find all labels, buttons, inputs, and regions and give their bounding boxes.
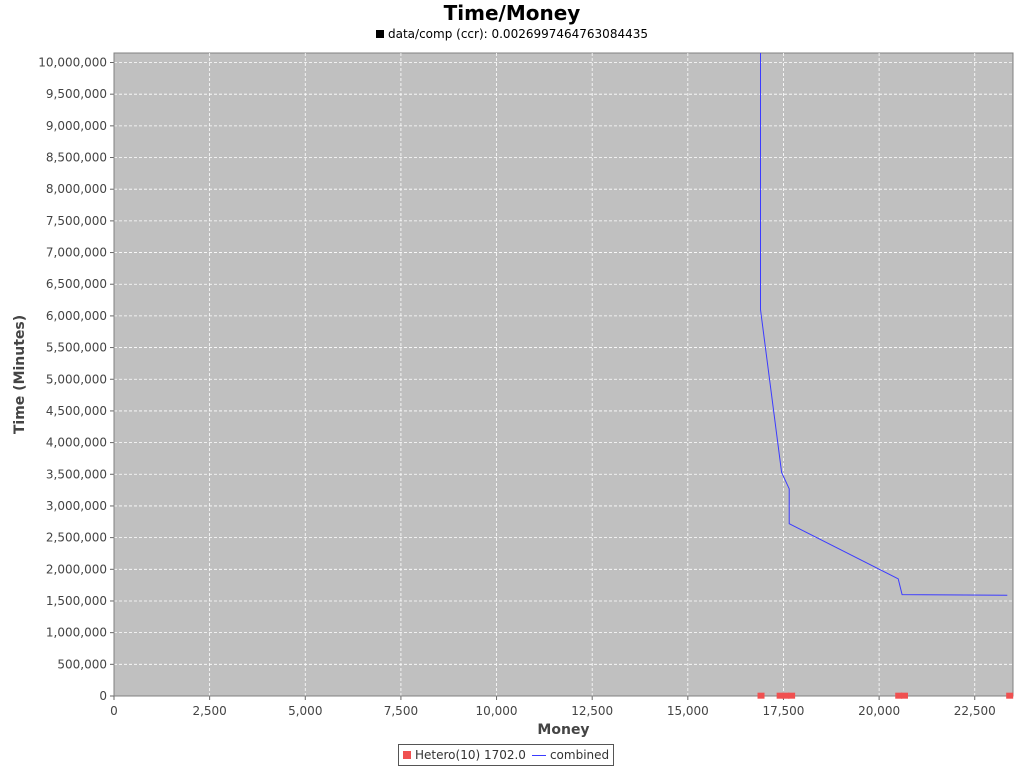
x-tick-label: 12,500 [571, 704, 613, 718]
y-tick-label: 4,500,000 [46, 404, 107, 418]
combined-series-line [760, 53, 1008, 596]
y-tick-label: 8,000,000 [46, 182, 107, 196]
hetero-point [782, 692, 790, 699]
y-tick-label: 1,500,000 [46, 594, 107, 608]
subtitle-text: data/comp (ccr): 0.0026997464763084435 [388, 27, 648, 41]
hetero-point [788, 692, 796, 699]
y-tick-label: 2,500,000 [46, 531, 107, 545]
hetero-point [900, 692, 908, 699]
x-axis-ticks: 0 2,500 5,000 7,500 10,000 12,500 15,000 17,500… [110, 695, 1013, 718]
x-tick-label: 2,500 [192, 704, 226, 718]
series-layer [757, 53, 1014, 699]
y-tick-label: 3,000,000 [46, 499, 107, 513]
y-tick-label: 2,000,000 [46, 562, 107, 576]
legend-label-hetero: Hetero(10) 1702.0 [415, 748, 526, 762]
x-tick-label: 17,500 [762, 704, 804, 718]
legend: Hetero(10) 1702.0 combined [398, 744, 615, 766]
y-tick-label: 9,500,000 [46, 87, 107, 101]
chart-title: Time/Money [443, 1, 581, 25]
chart-subtitle: data/comp (ccr): 0.0026997464763084435 [0, 27, 1024, 41]
y-tick-label: 5,500,000 [46, 341, 107, 355]
y-tick-label: 7,000,000 [46, 246, 107, 260]
y-tick-label: 500,000 [57, 657, 107, 671]
y-tick-label: 6,000,000 [46, 309, 107, 323]
legend-item-hetero: Hetero(10) 1702.0 [403, 748, 526, 762]
y-axis-label: Time (Minutes) [12, 315, 28, 434]
y-tick-label: 5,000,000 [46, 372, 107, 386]
x-tick-label: 15,000 [667, 704, 709, 718]
y-tick-label: 4,000,000 [46, 436, 107, 450]
y-tick-label: 9,000,000 [46, 119, 107, 133]
y-tick-label: 0 [99, 689, 107, 703]
hetero-point [895, 692, 903, 699]
y-tick-label: 10,000,000 [38, 56, 107, 70]
x-axis-label: Money [537, 722, 589, 738]
x-tick-label: 7,500 [384, 704, 418, 718]
legend-label-combined: combined [549, 748, 610, 762]
legend-square-icon [403, 751, 411, 759]
hetero-point [776, 692, 784, 699]
legend-line-icon [531, 755, 546, 756]
y-tick-label: 6,500,000 [46, 277, 107, 291]
y-tick-label: 1,000,000 [46, 626, 107, 640]
subtitle-square-icon [376, 30, 384, 38]
y-tick-label: 7,500,000 [46, 214, 107, 228]
y-tick-label: 8,500,000 [46, 151, 107, 165]
hetero-point [757, 692, 765, 699]
x-tick-label: 20,000 [858, 704, 900, 718]
y-axis-ticks: 0 500,000 1,000,000 1,500,000 2,000,000 2,500… [38, 53, 115, 703]
x-tick-label: 22,500 [954, 704, 996, 718]
y-tick-label: 3,500,000 [46, 467, 107, 481]
plot-area [113, 52, 1014, 697]
hetero-point [1006, 692, 1014, 699]
x-tick-label: 5,000 [288, 704, 322, 718]
x-tick-label: 0 [110, 704, 118, 718]
x-tick-label: 10,000 [476, 704, 518, 718]
legend-item-combined: combined [531, 748, 610, 762]
